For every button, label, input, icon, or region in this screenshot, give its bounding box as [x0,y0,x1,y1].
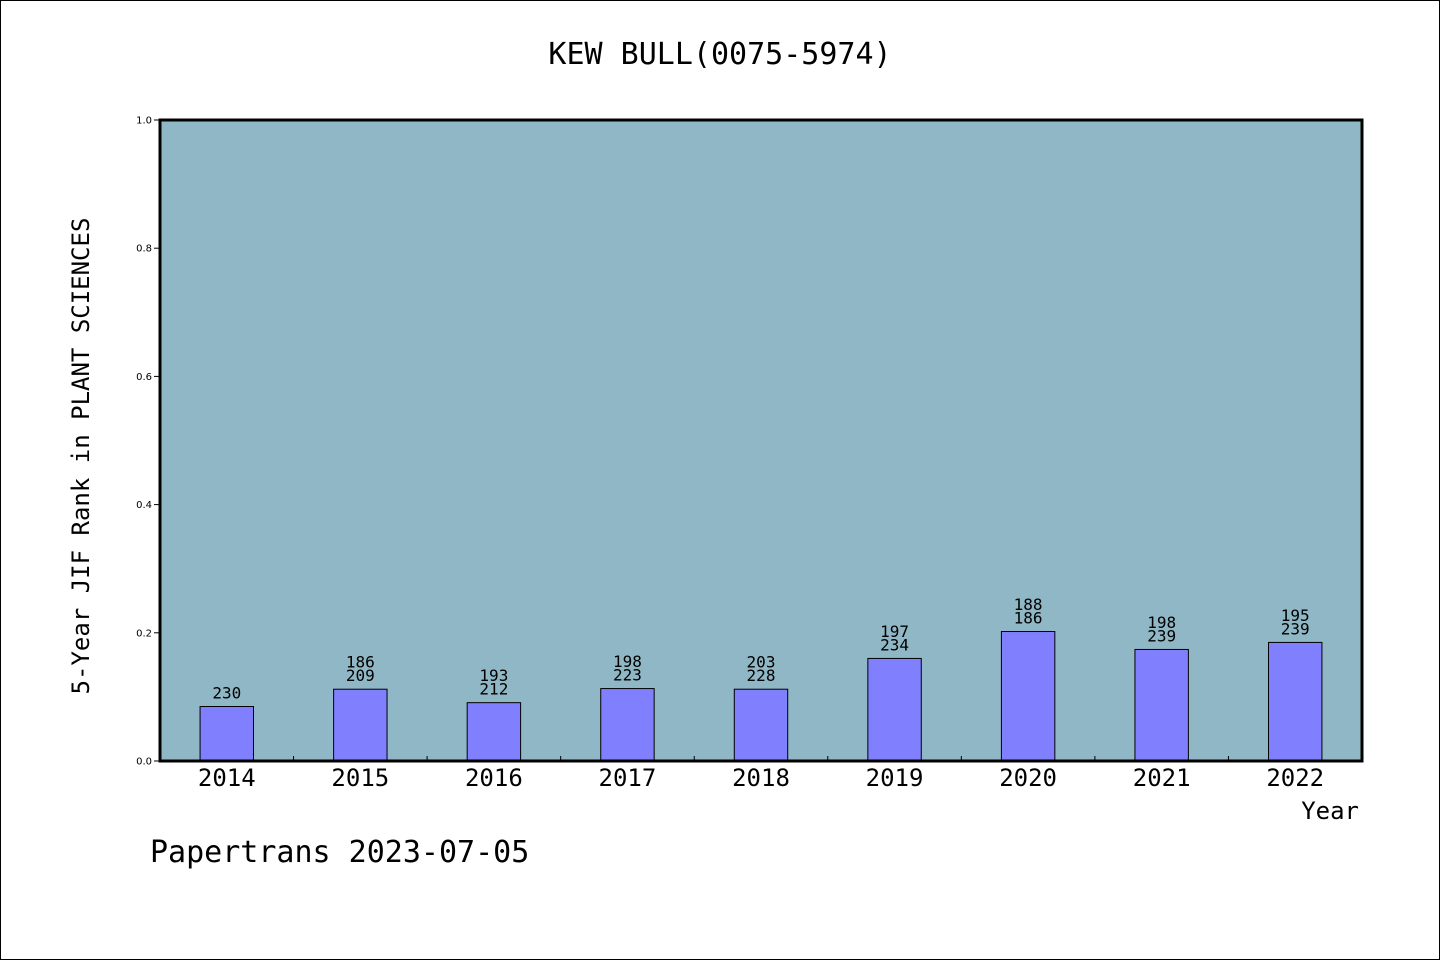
bar-data-label: 239 [1281,619,1310,638]
y-tick-label: 0.4 [136,500,152,511]
bar-data-label: 188 [1014,595,1043,614]
y-tick-label: 1.0 [136,116,152,127]
bar [333,688,388,762]
plot-border [158,118,1364,763]
bar-data-label: 198 [613,652,642,671]
y-tick-label: 0.0 [136,757,152,768]
bar-data-label: 186 [346,653,375,672]
chart-title: KEW BULL(0075-5974) [548,37,892,72]
bar-data-label: 223 [613,666,642,685]
bar [199,706,254,762]
bar-data-label: 186 [1014,609,1043,628]
x-tick-label: 2022 [1266,764,1324,792]
x-tick-label: 2017 [599,764,657,792]
x-tick-label: 2019 [866,764,924,792]
bar [867,657,922,762]
x-axis-label: Year [1301,797,1359,825]
x-tick-label: 2021 [1133,764,1191,792]
bar-data-label: 203 [747,653,776,672]
bar-data-label: 198 [1147,613,1176,632]
footer-text: Papertrans 2023-07-05 [150,835,530,870]
x-tick-label: 2018 [732,764,790,792]
x-tick-label: 2020 [999,764,1057,792]
bar-data-label: 195 [1281,606,1310,625]
bar [600,688,655,762]
bar-data-label: 239 [1147,626,1176,645]
bar-data-label: 197 [880,622,909,641]
x-tick-label: 2015 [331,764,389,792]
bar-data-label: 212 [479,680,508,699]
bar [733,688,789,762]
x-tick-label: 2014 [198,764,256,792]
x-tick-label: 2016 [465,764,523,792]
y-tick-label: 0.2 [136,628,152,639]
bar [1000,631,1056,762]
bar-data-label: 228 [747,666,776,685]
bar [466,702,522,762]
y-tick-label: 0.6 [136,372,152,383]
bar-data-label: 193 [479,666,508,685]
bar-data-label: 230 [212,684,241,703]
bar-data-label: 209 [346,666,375,685]
bar [1268,641,1323,762]
bar-data-label: 234 [880,635,909,654]
bar [1134,648,1189,762]
y-tick-label: 0.8 [136,244,152,255]
